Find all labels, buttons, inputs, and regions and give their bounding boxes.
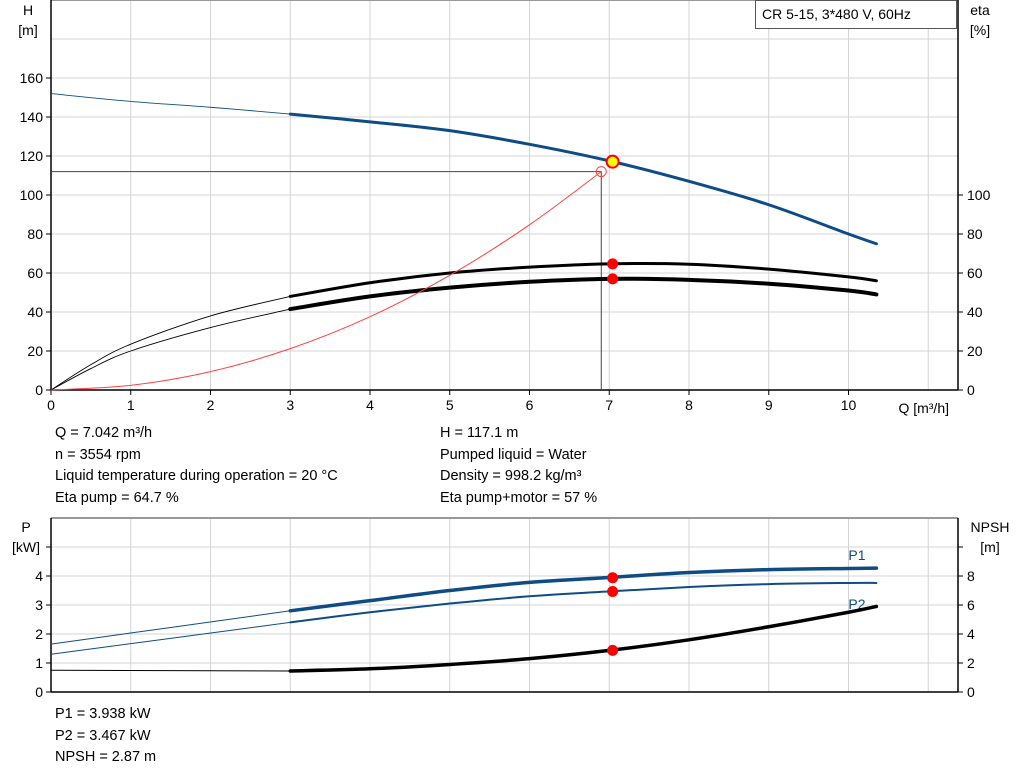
x-tick-label: 10 bbox=[841, 397, 857, 413]
y-tick-label-left: 3 bbox=[35, 597, 43, 613]
x-tick-label: 6 bbox=[526, 397, 534, 413]
efficiency-marker bbox=[607, 258, 619, 270]
y-tick-label-right: 6 bbox=[967, 597, 975, 613]
x-axis-title: Q [m³/h] bbox=[898, 400, 949, 416]
series-head-extrapolated bbox=[50, 93, 291, 115]
eta-total-readout: Eta pump+motor = 57 % bbox=[440, 489, 598, 506]
series-head bbox=[288, 112, 878, 246]
y-tick-label-right: 8 bbox=[967, 568, 975, 584]
x-tick-label: 3 bbox=[286, 397, 294, 413]
density-readout: Density = 998.2 kg/m³ bbox=[440, 468, 582, 484]
p1-readout: P1 = 3.938 kW bbox=[55, 706, 151, 722]
info-left: Q = 7.042 m³/h n = 3554 rpm Liquid tempe… bbox=[55, 423, 338, 509]
y-tick-label-left: 0 bbox=[35, 684, 43, 700]
liquid-readout: Pumped liquid = Water bbox=[440, 446, 587, 463]
title-box bbox=[755, 0, 957, 29]
y-axis-title-right: NPSH bbox=[971, 519, 1010, 535]
y-axis-unit-left: [m] bbox=[18, 22, 37, 38]
y-tick-label-right: 100 bbox=[967, 187, 991, 203]
info-bottom: P1 = 3.938 kW P2 = 3.467 kW NPSH = 2.87 … bbox=[55, 704, 156, 769]
eta-pump-readout: Eta pump = 64.7 % bbox=[55, 489, 179, 506]
reference-point-marker bbox=[595, 166, 607, 178]
y-tick-label-left: 4 bbox=[35, 568, 43, 584]
y-tick-label-left: 100 bbox=[20, 187, 44, 203]
x-tick-label: 5 bbox=[446, 397, 454, 413]
x-tick-label: 7 bbox=[605, 397, 613, 413]
head-readout: H = 117.1 m bbox=[440, 425, 519, 441]
series-system-curve bbox=[50, 171, 602, 391]
y-tick-label-right: 80 bbox=[967, 226, 983, 242]
npsh-readout: NPSH = 2.87 m bbox=[55, 749, 157, 765]
p2-readout: P2 = 3.467 kW bbox=[55, 727, 151, 744]
x-tick-label: 2 bbox=[207, 397, 215, 413]
y-tick-label-left: 20 bbox=[27, 343, 43, 359]
y-tick-label-right: 60 bbox=[967, 265, 983, 281]
y-tick-label-right: 20 bbox=[967, 343, 983, 359]
y-axis-title-right: eta bbox=[970, 2, 990, 18]
y-tick-label-left: 0 bbox=[35, 382, 43, 398]
series-P1 bbox=[288, 566, 879, 613]
operating-point-marker bbox=[607, 585, 619, 597]
y-axis-unit-left: [kW] bbox=[12, 539, 40, 555]
efficiency-marker bbox=[607, 273, 619, 285]
y-tick-label-left: 60 bbox=[27, 265, 43, 281]
x-tick-label: 8 bbox=[685, 397, 693, 413]
y-axis-unit-right: [m] bbox=[980, 539, 999, 555]
y-tick-label-right: 0 bbox=[967, 382, 975, 398]
y-tick-label-left: 140 bbox=[20, 109, 44, 125]
y-axis-title-left: P bbox=[21, 519, 30, 535]
chart-title: CR 5-15, 3*480 V, 60Hz bbox=[762, 6, 911, 22]
y-tick-label-left: 1 bbox=[35, 655, 43, 671]
series-eta-pump-motor-extrapolated bbox=[50, 308, 291, 391]
temperature-readout: Liquid temperature during operation = 20… bbox=[55, 468, 338, 484]
x-tick-label: 9 bbox=[765, 397, 773, 413]
y-tick-label-right: 0 bbox=[967, 684, 975, 700]
y-tick-label-left: 120 bbox=[20, 148, 44, 164]
x-tick-label: 4 bbox=[366, 397, 374, 413]
y-axis-unit-right: [%] bbox=[970, 22, 990, 38]
y-tick-label-left: 40 bbox=[27, 304, 43, 320]
series-P1-extrapolated bbox=[50, 610, 291, 645]
x-tick-label: 1 bbox=[127, 397, 135, 413]
y-tick-label-left: 2 bbox=[35, 626, 43, 642]
y-tick-label-left: 80 bbox=[27, 226, 43, 242]
y-tick-label-right: 4 bbox=[967, 626, 975, 642]
series-eta-pump-extrapolated bbox=[50, 295, 291, 391]
y-tick-label-right: 40 bbox=[967, 304, 983, 320]
operating-point-marker bbox=[607, 572, 619, 584]
operating-point-marker bbox=[607, 644, 619, 656]
series-eta-pump-motor bbox=[288, 276, 879, 312]
y-tick-label-left: 160 bbox=[20, 70, 44, 86]
series-NPSH bbox=[288, 604, 879, 673]
speed-readout: n = 3554 rpm bbox=[55, 446, 141, 463]
series-NPSH-extrapolated bbox=[50, 669, 291, 672]
x-tick-label: 0 bbox=[47, 397, 55, 413]
y-tick-label-right: 2 bbox=[967, 655, 975, 671]
info-right: H = 117.1 m Pumped liquid = Water Densit… bbox=[440, 423, 597, 509]
series-P2-extrapolated bbox=[50, 621, 291, 655]
series-label-P1: P1 bbox=[848, 547, 865, 563]
flow-readout: Q = 7.042 m³/h bbox=[55, 425, 153, 441]
duty-point-marker bbox=[605, 154, 620, 169]
y-axis-title-left: H bbox=[23, 2, 33, 18]
series-P2 bbox=[289, 581, 878, 624]
